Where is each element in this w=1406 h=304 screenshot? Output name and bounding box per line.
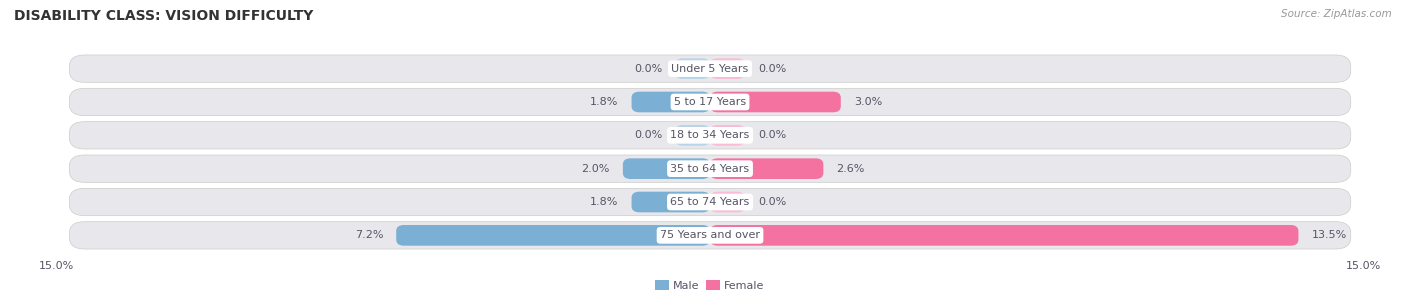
Text: 7.2%: 7.2% — [354, 230, 382, 240]
Text: 3.0%: 3.0% — [853, 97, 882, 107]
FancyBboxPatch shape — [631, 192, 710, 212]
Text: 0.0%: 0.0% — [758, 64, 786, 74]
FancyBboxPatch shape — [675, 58, 710, 79]
Text: 2.0%: 2.0% — [582, 164, 610, 174]
FancyBboxPatch shape — [710, 125, 745, 146]
FancyBboxPatch shape — [396, 225, 710, 246]
Text: 2.6%: 2.6% — [837, 164, 865, 174]
Text: DISABILITY CLASS: VISION DIFFICULTY: DISABILITY CLASS: VISION DIFFICULTY — [14, 9, 314, 23]
FancyBboxPatch shape — [710, 192, 745, 212]
FancyBboxPatch shape — [710, 225, 1298, 246]
Text: 0.0%: 0.0% — [634, 64, 662, 74]
FancyBboxPatch shape — [69, 188, 1351, 216]
FancyBboxPatch shape — [631, 92, 710, 112]
Text: 75 Years and over: 75 Years and over — [659, 230, 761, 240]
Text: 5 to 17 Years: 5 to 17 Years — [673, 97, 747, 107]
Text: Source: ZipAtlas.com: Source: ZipAtlas.com — [1281, 9, 1392, 19]
FancyBboxPatch shape — [69, 122, 1351, 149]
Text: 35 to 64 Years: 35 to 64 Years — [671, 164, 749, 174]
Text: 0.0%: 0.0% — [634, 130, 662, 140]
Text: 1.8%: 1.8% — [591, 97, 619, 107]
FancyBboxPatch shape — [69, 88, 1351, 116]
Text: 18 to 34 Years: 18 to 34 Years — [671, 130, 749, 140]
FancyBboxPatch shape — [69, 55, 1351, 82]
FancyBboxPatch shape — [710, 58, 745, 79]
Text: 1.8%: 1.8% — [591, 197, 619, 207]
Text: Under 5 Years: Under 5 Years — [672, 64, 748, 74]
Text: 65 to 74 Years: 65 to 74 Years — [671, 197, 749, 207]
Text: 0.0%: 0.0% — [758, 130, 786, 140]
Text: 0.0%: 0.0% — [758, 197, 786, 207]
FancyBboxPatch shape — [623, 158, 710, 179]
FancyBboxPatch shape — [69, 155, 1351, 182]
Legend: Male, Female: Male, Female — [651, 276, 769, 295]
Text: 13.5%: 13.5% — [1312, 230, 1347, 240]
FancyBboxPatch shape — [69, 222, 1351, 249]
FancyBboxPatch shape — [675, 125, 710, 146]
FancyBboxPatch shape — [710, 158, 824, 179]
FancyBboxPatch shape — [710, 92, 841, 112]
